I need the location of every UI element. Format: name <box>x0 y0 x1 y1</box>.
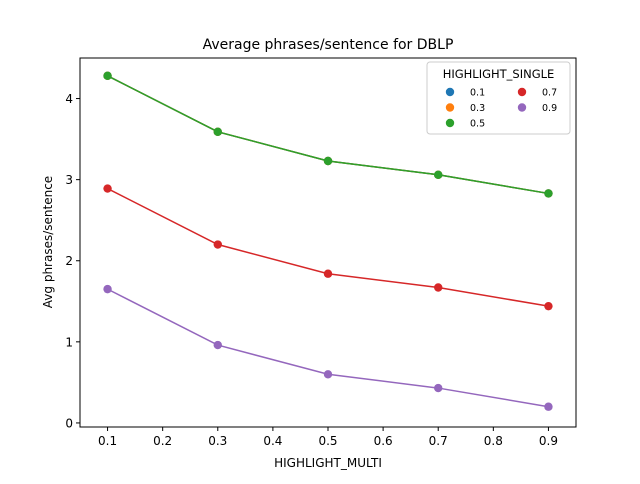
data-point <box>544 189 553 198</box>
legend-item: 0.7 <box>517 87 557 99</box>
data-point <box>213 240 222 249</box>
y-axis-label: Avg phrases/sentence <box>41 176 55 308</box>
legend-item: 0.3 <box>445 103 485 114</box>
x-tick-label: 0.5 <box>318 434 337 448</box>
legend-box <box>426 61 571 135</box>
data-point <box>544 402 553 411</box>
series-0.9 <box>103 284 553 411</box>
x-tick-label: 0.2 <box>153 434 172 448</box>
x-axis: 0.1 0.2 0.3 0.4 0.5 0.6 0.7 0.8 0.9 <box>98 427 558 448</box>
data-point <box>103 184 112 193</box>
legend-label: 0.9 <box>542 103 557 114</box>
y-tick-label: 0 <box>65 416 73 430</box>
data-point <box>213 127 222 136</box>
data-point <box>434 283 443 292</box>
legend: HIGHLIGHT_SINGLE 0.1 0.3 0.5 0.7 0.9 <box>426 61 571 135</box>
x-tick-label: 0.6 <box>374 434 393 448</box>
legend-label: 0.3 <box>470 103 485 114</box>
legend-item: 0.9 <box>517 103 557 114</box>
data-point <box>434 383 443 393</box>
series-0.7 <box>103 184 553 311</box>
legend-marker <box>517 87 527 97</box>
data-point <box>323 269 333 278</box>
x-tick-label: 0.9 <box>539 434 558 448</box>
legend-item: 0.1 <box>445 87 485 99</box>
legend-label: 0.5 <box>470 119 485 130</box>
legend-label: 0.7 <box>542 88 557 99</box>
data-point <box>213 340 222 350</box>
data-point <box>323 156 333 166</box>
data-point <box>544 301 553 311</box>
y-tick-label: 1 <box>65 335 73 349</box>
plot-area <box>79 57 577 428</box>
legend-item: 0.5 <box>445 118 485 130</box>
legend-title: HIGHLIGHT_SINGLE <box>443 67 555 81</box>
legend-marker <box>445 118 455 128</box>
chart-title: Average phrases/sentence for DBLP <box>203 37 454 53</box>
legend-marker <box>517 103 527 112</box>
data-point <box>323 370 333 379</box>
y-tick-label: 3 <box>65 173 73 187</box>
series-line <box>107 288 549 408</box>
x-tick-label: 0.3 <box>208 434 227 448</box>
legend-marker <box>445 87 455 97</box>
legend-items: 0.1 0.3 0.5 0.7 0.9 <box>445 87 557 130</box>
x-axis-label: HIGHLIGHT_MULTI <box>274 456 382 470</box>
y-tick-label: 2 <box>65 254 73 268</box>
series-line <box>107 187 549 307</box>
x-tick-label: 0.1 <box>98 434 117 448</box>
x-tick-label: 0.8 <box>484 434 503 448</box>
data-point <box>103 284 112 294</box>
y-tick-label: 4 <box>65 92 73 106</box>
x-tick-label: 0.7 <box>429 434 448 448</box>
legend-marker <box>445 103 455 112</box>
series-0.5 <box>103 71 553 198</box>
data-point <box>103 71 112 81</box>
legend-label: 0.1 <box>470 88 485 99</box>
data-point <box>434 170 443 179</box>
y-axis: 0 1 2 3 4 <box>65 92 80 430</box>
x-tick-label: 0.4 <box>263 434 282 448</box>
